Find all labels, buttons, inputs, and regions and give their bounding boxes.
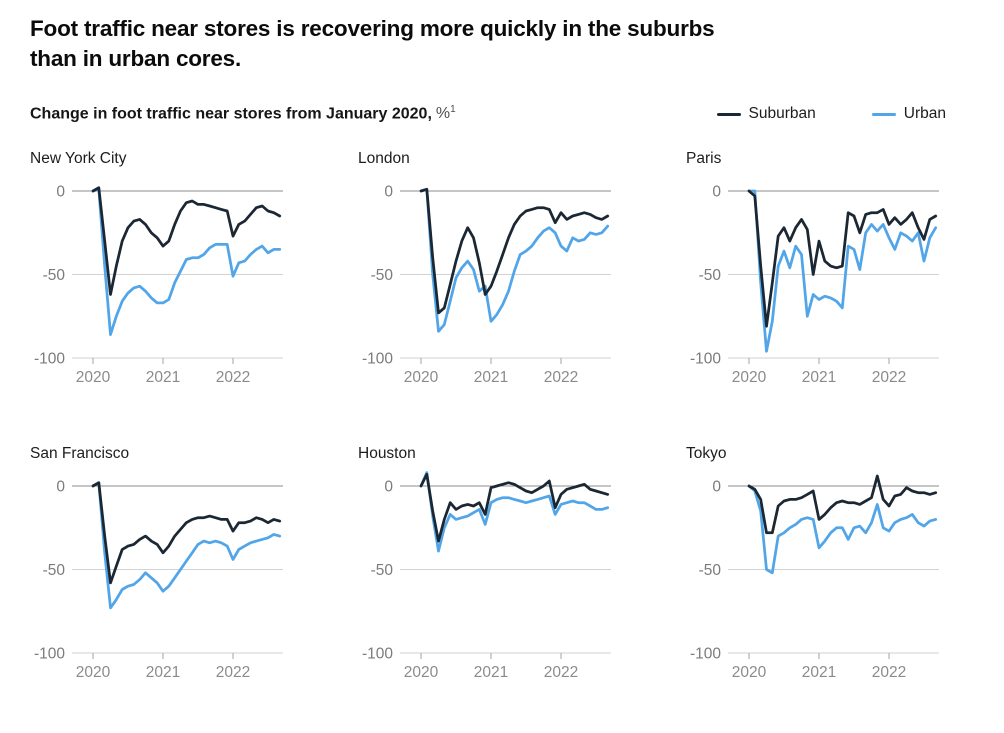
panel-title: Tokyo xyxy=(686,445,727,463)
series-line-urban xyxy=(419,471,610,553)
line-chart: 0 -50 -100 2020 2021 2022 xyxy=(362,184,611,386)
page-title: Foot traffic near stores is recovering m… xyxy=(30,14,988,74)
series-line-suburban xyxy=(747,474,938,535)
x-axis-tick-label: 2020 xyxy=(732,369,767,385)
y-axis-tick-label: -50 xyxy=(699,267,722,284)
series-line-urban xyxy=(91,188,282,337)
series-line-suburban xyxy=(419,473,610,543)
series-line-suburban xyxy=(419,188,610,315)
subtitle-row: Change in foot traffic near stores from … xyxy=(30,104,988,123)
panel-title: London xyxy=(358,150,410,168)
chart-grid: New York City 0 -50 -100 2020 2021 2022 London 0… xyxy=(30,149,988,685)
x-axis-tick-label: 2021 xyxy=(802,369,836,385)
line-chart: 0 -50 -100 2020 2021 2022 xyxy=(362,471,611,681)
chart-panel: Paris 0 -50 -100 2020 2021 2022 xyxy=(686,149,986,390)
x-axis-tick-label: 2022 xyxy=(544,369,578,385)
series-line-urban xyxy=(91,481,282,610)
y-axis-tick-label: -50 xyxy=(371,562,394,579)
x-axis-tick-label: 2020 xyxy=(404,664,439,680)
page-title-line1: Foot traffic near stores is recovering m… xyxy=(30,16,715,41)
legend: Suburban Urban xyxy=(716,105,946,123)
y-axis-tick-label: 0 xyxy=(384,184,393,201)
panel-title: Houston xyxy=(358,445,416,463)
x-axis-tick-label: 2022 xyxy=(872,369,906,385)
y-axis-tick-label: 0 xyxy=(56,479,65,496)
y-axis-tick-label: 0 xyxy=(712,479,721,496)
series-line-suburban xyxy=(91,481,282,585)
y-axis-tick-label: -50 xyxy=(43,562,66,579)
x-axis-tick-label: 2022 xyxy=(216,369,250,385)
x-axis-tick-label: 2021 xyxy=(474,369,508,385)
series-line-suburban xyxy=(747,189,938,329)
line-chart: 0 -50 -100 2020 2021 2022 xyxy=(34,479,283,681)
legend-item-suburban: Suburban xyxy=(716,105,816,123)
y-axis-tick-label: 0 xyxy=(56,184,65,201)
x-axis-tick-label: 2020 xyxy=(404,369,439,385)
line-chart: 0 -50 -100 2020 2021 2022 xyxy=(34,184,283,386)
subtitle-unit: % xyxy=(435,105,451,123)
chart-panel: Tokyo 0 -50 -100 2020 2021 2022 xyxy=(686,444,986,685)
chart-panel: New York City 0 -50 -100 2020 2021 2022 xyxy=(30,149,330,390)
y-axis-tick-label: 0 xyxy=(384,479,393,496)
panel-title: San Francisco xyxy=(30,445,130,463)
subtitle-text: Change in foot traffic near stores from … xyxy=(30,105,432,123)
x-axis-tick-label: 2022 xyxy=(872,664,906,680)
x-axis-tick-label: 2020 xyxy=(732,664,767,680)
series-line-suburban xyxy=(91,186,282,297)
x-axis-tick-label: 2022 xyxy=(544,664,578,680)
x-axis-tick-label: 2021 xyxy=(474,664,508,680)
x-axis-tick-label: 2021 xyxy=(146,369,180,385)
panel-title: New York City xyxy=(30,150,127,168)
chart-panel: Houston 0 -50 -100 2020 2021 2022 xyxy=(358,444,658,685)
chart-subtitle: Change in foot traffic near stores from … xyxy=(30,104,456,123)
series-line-urban xyxy=(747,484,938,575)
y-axis-tick-label: -100 xyxy=(362,646,393,663)
legend-label-suburban: Suburban xyxy=(748,105,816,123)
y-axis-tick-label: -100 xyxy=(690,646,721,663)
y-axis-tick-label: -100 xyxy=(362,351,393,368)
chart-panel: London 0 -50 -100 2020 2021 2022 xyxy=(358,149,658,390)
page-title-line2: than in urban cores. xyxy=(30,46,242,71)
y-axis-tick-label: -100 xyxy=(690,351,721,368)
x-axis-tick-label: 2020 xyxy=(76,664,111,680)
line-chart: 0 -50 -100 2020 2021 2022 xyxy=(690,184,939,386)
y-axis-tick-label: -100 xyxy=(34,351,65,368)
footnote-marker: 1 xyxy=(450,104,456,115)
x-axis-tick-label: 2022 xyxy=(216,664,250,680)
legend-item-urban: Urban xyxy=(871,105,946,123)
series-line-urban xyxy=(747,189,938,354)
legend-label-urban: Urban xyxy=(903,105,946,123)
y-axis-tick-label: -100 xyxy=(34,646,65,663)
y-axis-tick-label: -50 xyxy=(699,562,722,579)
line-chart: 0 -50 -100 2020 2021 2022 xyxy=(690,474,939,681)
suburban-line-swatch xyxy=(716,112,741,116)
x-axis-tick-label: 2021 xyxy=(146,664,180,680)
x-axis-tick-label: 2021 xyxy=(802,664,836,680)
x-axis-tick-label: 2020 xyxy=(76,369,111,385)
y-axis-tick-label: -50 xyxy=(43,267,66,284)
y-axis-tick-label: 0 xyxy=(712,184,721,201)
urban-line-swatch xyxy=(871,112,896,116)
chart-panel: San Francisco 0 -50 -100 2020 2021 2022 xyxy=(30,444,330,685)
panel-title: Paris xyxy=(686,150,722,168)
y-axis-tick-label: -50 xyxy=(371,267,394,284)
series-line-urban xyxy=(419,188,610,334)
